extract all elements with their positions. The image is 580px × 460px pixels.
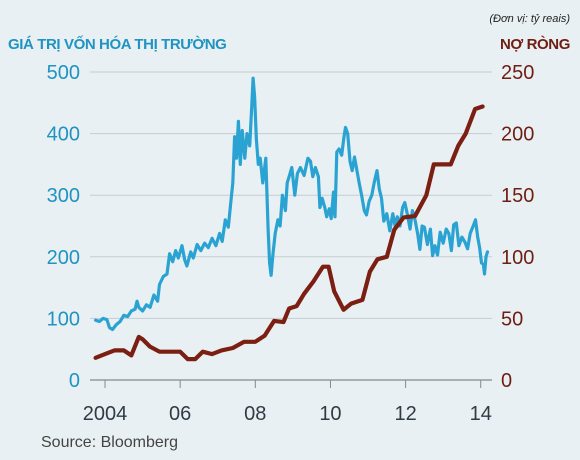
right-axis-tick-label: 200 bbox=[501, 124, 534, 146]
right-axis-tick-label: 100 bbox=[501, 247, 534, 269]
x-axis-tick-label: 2004 bbox=[83, 403, 128, 425]
x-axis-tick-label: 12 bbox=[394, 403, 416, 425]
left-axis-tick-label: 400 bbox=[47, 124, 80, 146]
right-axis-tick-label: 0 bbox=[501, 370, 512, 392]
left-axis-tick-label: 200 bbox=[47, 247, 80, 269]
market-cap-line bbox=[94, 76, 490, 332]
left-axis-tick-label: 0 bbox=[69, 370, 80, 392]
source-note: Source: Bloomberg bbox=[41, 434, 178, 451]
left-axis-title: GIÁ TRỊ VỐN HÓA THỊ TRƯỜNG bbox=[8, 36, 227, 53]
left-axis-tick-label: 300 bbox=[47, 185, 80, 207]
series bbox=[93, 76, 490, 362]
x-axis-tick-label: 08 bbox=[244, 403, 266, 425]
right-axis-title: NỢ RÒNG bbox=[500, 36, 570, 53]
x-axis-tick-label: 10 bbox=[319, 403, 341, 425]
right-axis-tick-label: 50 bbox=[501, 308, 523, 330]
unit-note: (Đơn vị: tỷ reais) bbox=[489, 13, 570, 25]
tick-labels: 0 0 100 50 200 100 300 150 400 200 500 250 2004 06 08 1… bbox=[47, 62, 535, 425]
net-debt-line bbox=[93, 104, 485, 362]
left-axis-tick-label: 500 bbox=[47, 62, 80, 84]
right-axis-tick-label: 150 bbox=[501, 185, 534, 207]
x-axis-tick-label: 06 bbox=[169, 403, 191, 425]
right-axis-tick-label: 250 bbox=[501, 62, 534, 84]
x-axis-tick-label: 14 bbox=[470, 403, 492, 425]
left-axis-tick-label: 100 bbox=[47, 308, 80, 330]
